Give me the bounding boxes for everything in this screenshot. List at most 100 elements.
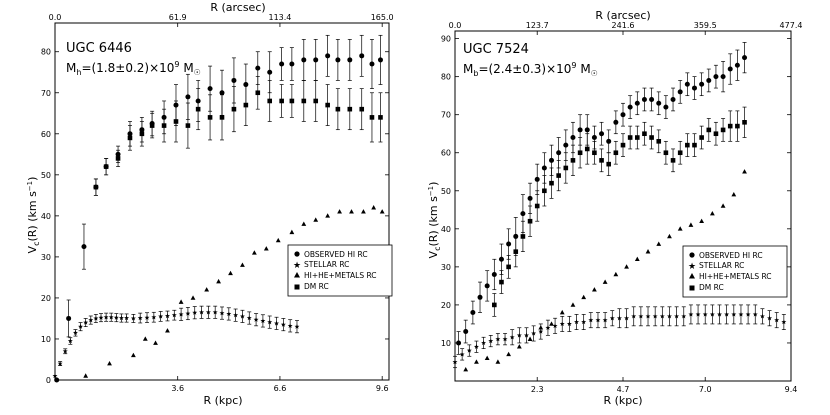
- data-point: [452, 359, 458, 365]
- y-tick-label: 70: [41, 89, 51, 98]
- data-point: [359, 106, 365, 112]
- data-point: [466, 347, 472, 353]
- data-point: [207, 86, 213, 92]
- y-tick-label: 30: [41, 253, 51, 262]
- data-point: [542, 188, 547, 194]
- top-tick-label: 477.4: [780, 21, 803, 30]
- data-point: [498, 256, 504, 262]
- x-tick-label: 4.7: [617, 385, 630, 394]
- data-point: [527, 195, 533, 201]
- data-point: [279, 98, 284, 104]
- data-point: [287, 323, 293, 328]
- data-point: [624, 264, 629, 269]
- series-hi-he-metals-rc: [463, 169, 747, 372]
- data-point: [552, 323, 558, 328]
- legend-label: OBSERVED HI RC: [304, 250, 368, 259]
- data-point: [667, 233, 672, 239]
- data-point: [243, 102, 249, 108]
- data-point: [734, 62, 740, 68]
- data-point: [534, 203, 540, 209]
- svg-text:Vc(R) (km s−1): Vc(R) (km s−1): [26, 177, 41, 254]
- data-point: [216, 278, 221, 284]
- data-point: [556, 150, 562, 156]
- data-point: [240, 262, 245, 267]
- data-point: [602, 279, 608, 284]
- data-point: [584, 127, 590, 133]
- legend: OBSERVED HI RC ★ STELLAR RC HI+HE+METALS…: [287, 244, 393, 297]
- legend-label: HI+HE+METALS RC: [304, 271, 377, 280]
- series-stellar-rc: [452, 304, 787, 369]
- data-point: [634, 135, 640, 140]
- data-points: [452, 42, 787, 372]
- y-tick-label: 60: [441, 149, 451, 158]
- data-point: [566, 321, 572, 327]
- data-point: [645, 313, 651, 319]
- data-point: [62, 348, 68, 354]
- data-point: [516, 332, 522, 338]
- x-tick-label: 9.6: [376, 384, 389, 393]
- data-point: [570, 135, 576, 141]
- data-point: [335, 106, 341, 112]
- data-point: [684, 81, 690, 87]
- data-point: [289, 229, 295, 235]
- data-point: [713, 131, 719, 137]
- data-point: [574, 319, 579, 325]
- data-point: [463, 329, 469, 335]
- data-point: [93, 184, 99, 190]
- data-point: [178, 311, 184, 317]
- y-tick-label: 20: [441, 301, 451, 310]
- data-point: [649, 135, 654, 140]
- panel-ugc-6446: 3.6 6.6 9.6 0.0 61.9 113.4 165.0 0 10 20 30 40 50 60 7…: [26, 1, 394, 407]
- data-point: [702, 311, 708, 317]
- galaxy-name: UGC 7524: [463, 42, 529, 57]
- data-point: [520, 234, 526, 239]
- data-point: [260, 318, 266, 324]
- data-point: [616, 315, 622, 321]
- data-point: [185, 310, 191, 316]
- mass-label: Mh=(1.8±0.2)×109 M☉: [66, 60, 201, 77]
- data-point: [301, 98, 307, 104]
- data-point: [631, 313, 637, 319]
- data-point: [545, 325, 551, 330]
- data-point: [349, 209, 354, 214]
- data-point: [57, 360, 63, 366]
- data-point: [347, 57, 353, 63]
- series-observed-hi-rc: [456, 42, 748, 355]
- x-tick-label: 9.4: [785, 385, 798, 394]
- data-point: [731, 311, 737, 317]
- data-point: [313, 98, 319, 104]
- legend: OBSERVED HI RC ★ STELLAR RC HI+HE+METALS…: [682, 245, 788, 298]
- data-point: [592, 287, 597, 292]
- data-point: [127, 135, 133, 141]
- data-point: [620, 112, 626, 118]
- data-point: [239, 313, 245, 319]
- data-point: [692, 142, 697, 148]
- data-point: [301, 57, 307, 63]
- data-point: [473, 344, 479, 349]
- legend-label: DM RC: [304, 282, 329, 291]
- data-point: [638, 313, 644, 319]
- data-point: [699, 81, 705, 87]
- svg-text:Vc(R) (km s−1): Vc(R) (km s−1): [427, 182, 442, 259]
- data-point: [137, 315, 143, 321]
- data-point: [584, 146, 590, 152]
- data-point: [219, 115, 225, 120]
- data-point: [563, 165, 569, 171]
- data-point: [361, 209, 366, 214]
- svg-text:★: ★: [688, 262, 696, 272]
- data-point: [66, 315, 72, 321]
- data-point: [677, 226, 683, 231]
- data-point: [624, 315, 630, 321]
- data-point: [556, 173, 561, 178]
- data-point: [294, 324, 300, 329]
- data-point: [335, 57, 341, 63]
- data-point: [52, 373, 58, 378]
- data-point: [267, 69, 273, 75]
- data-point: [212, 309, 218, 315]
- data-point: [463, 366, 469, 372]
- data-point: [204, 287, 210, 292]
- data-point: [158, 313, 164, 319]
- data-point: [595, 317, 601, 323]
- data-point: [652, 313, 658, 319]
- plot-area: 2.3 4.7 7.0 9.4 0.0 123.7 241.6 359.5 477.4 10 20 3…: [441, 21, 803, 394]
